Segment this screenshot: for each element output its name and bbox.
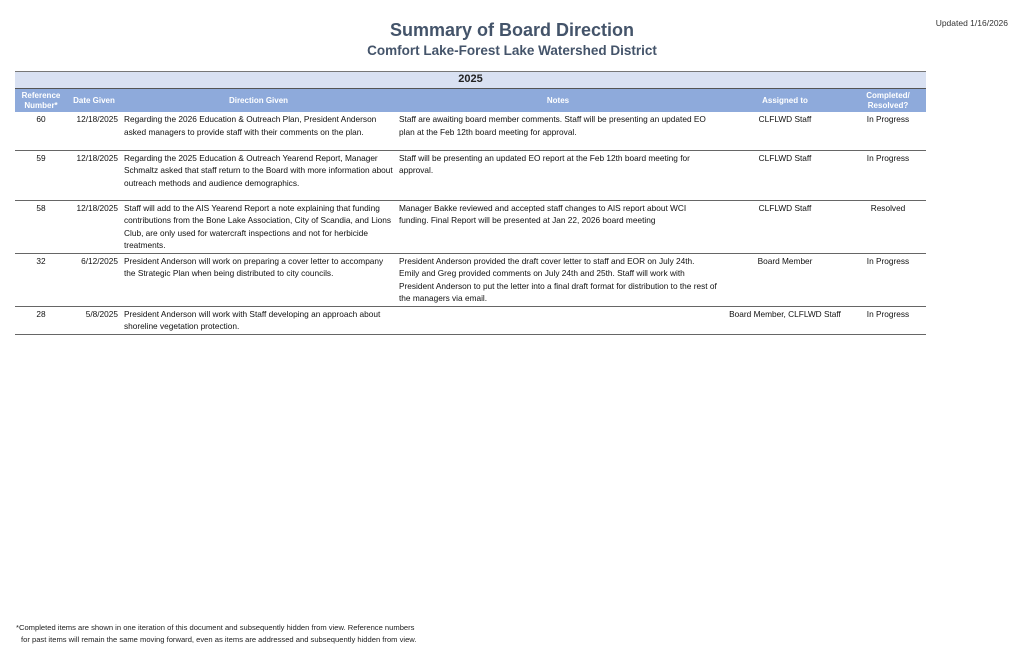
direction-cell: President Anderson will work on preparin… [121, 253, 396, 307]
notes-cell: Staff are awaiting board member comments… [396, 112, 720, 151]
date-cell: 12/18/2025 [67, 200, 121, 254]
ref-cell: 28 [15, 306, 67, 335]
notes-cell: President Anderson provided the draft co… [396, 253, 720, 307]
year-row: 2025 [15, 71, 927, 89]
notes-cell: Staff will be presenting an updated EO r… [396, 150, 720, 201]
header-row: Reference Number* Date Given Direction G… [15, 88, 927, 112]
assigned-cell: CLFLWD Staff [720, 112, 850, 151]
status-cell: In Progress [850, 150, 927, 201]
ref-cell: 60 [15, 112, 67, 151]
status-cell: In Progress [850, 253, 927, 307]
notes-cell [396, 306, 720, 335]
table-row: 60 12/18/2025 Regarding the 2026 Education… [15, 112, 927, 151]
page-title: Summary of Board Direction [389, 20, 635, 40]
ref-cell: 32 [15, 253, 67, 307]
date-cell: 5/8/2025 [67, 306, 121, 335]
col-date: Date Given [67, 88, 121, 112]
status-cell: In Progress [850, 112, 927, 151]
date-cell: 12/18/2025 [67, 112, 121, 151]
col-direction: Direction Given [121, 88, 396, 112]
status-cell: Resolved [850, 200, 927, 254]
page-subtitle: Comfort Lake-Forest Lake Watershed Distr… [367, 43, 657, 58]
direction-cell: Regarding the 2026 Education & Outreach … [121, 112, 396, 151]
col-ref: Reference Number* [15, 88, 67, 112]
notes-cell: Manager Bakke reviewed and accepted staf… [396, 200, 720, 254]
assigned-cell: CLFLWD Staff [720, 150, 850, 201]
assigned-cell: Board Member [720, 253, 850, 307]
assigned-cell: Board Member, CLFLWD Staff [720, 306, 850, 335]
table-row: 28 5/8/2025 President Anderson will work w… [15, 306, 927, 335]
date-cell: 6/12/2025 [67, 253, 121, 307]
status-cell: In Progress [850, 306, 927, 335]
direction-cell: President Anderson will work with Staff … [121, 306, 396, 335]
assigned-cell: CLFLWD Staff [720, 200, 850, 254]
footnote-line-1: *Completed items are shown in one iterat… [16, 623, 415, 632]
table-row: 32 6/12/2025 President Anderson will work … [15, 253, 927, 307]
date-cell: 12/18/2025 [67, 150, 121, 201]
col-assigned: Assigned to [720, 88, 850, 112]
updated-date: Updated 1/16/2026 [935, 18, 1008, 28]
col-status: Completed/ Resolved? [850, 88, 927, 112]
footnote-line-2: for past items will remain the same movi… [21, 635, 417, 644]
ref-cell: 58 [15, 200, 67, 254]
ref-cell: 59 [15, 150, 67, 201]
table-row: 59 12/18/2025 Regarding the 2025 Education… [15, 150, 927, 201]
col-notes: Notes [396, 88, 720, 112]
direction-cell: Regarding the 2025 Education & Outreach … [121, 150, 396, 201]
board-direction-table: 2025 Reference Number* Date Given Direct… [15, 71, 927, 335]
footnote: *Completed items are shown in one iterat… [16, 622, 417, 646]
table-row: 58 12/18/2025 Staff will add to the AIS Ye… [15, 200, 927, 254]
direction-cell: Staff will add to the AIS Yearend Report… [121, 200, 396, 254]
